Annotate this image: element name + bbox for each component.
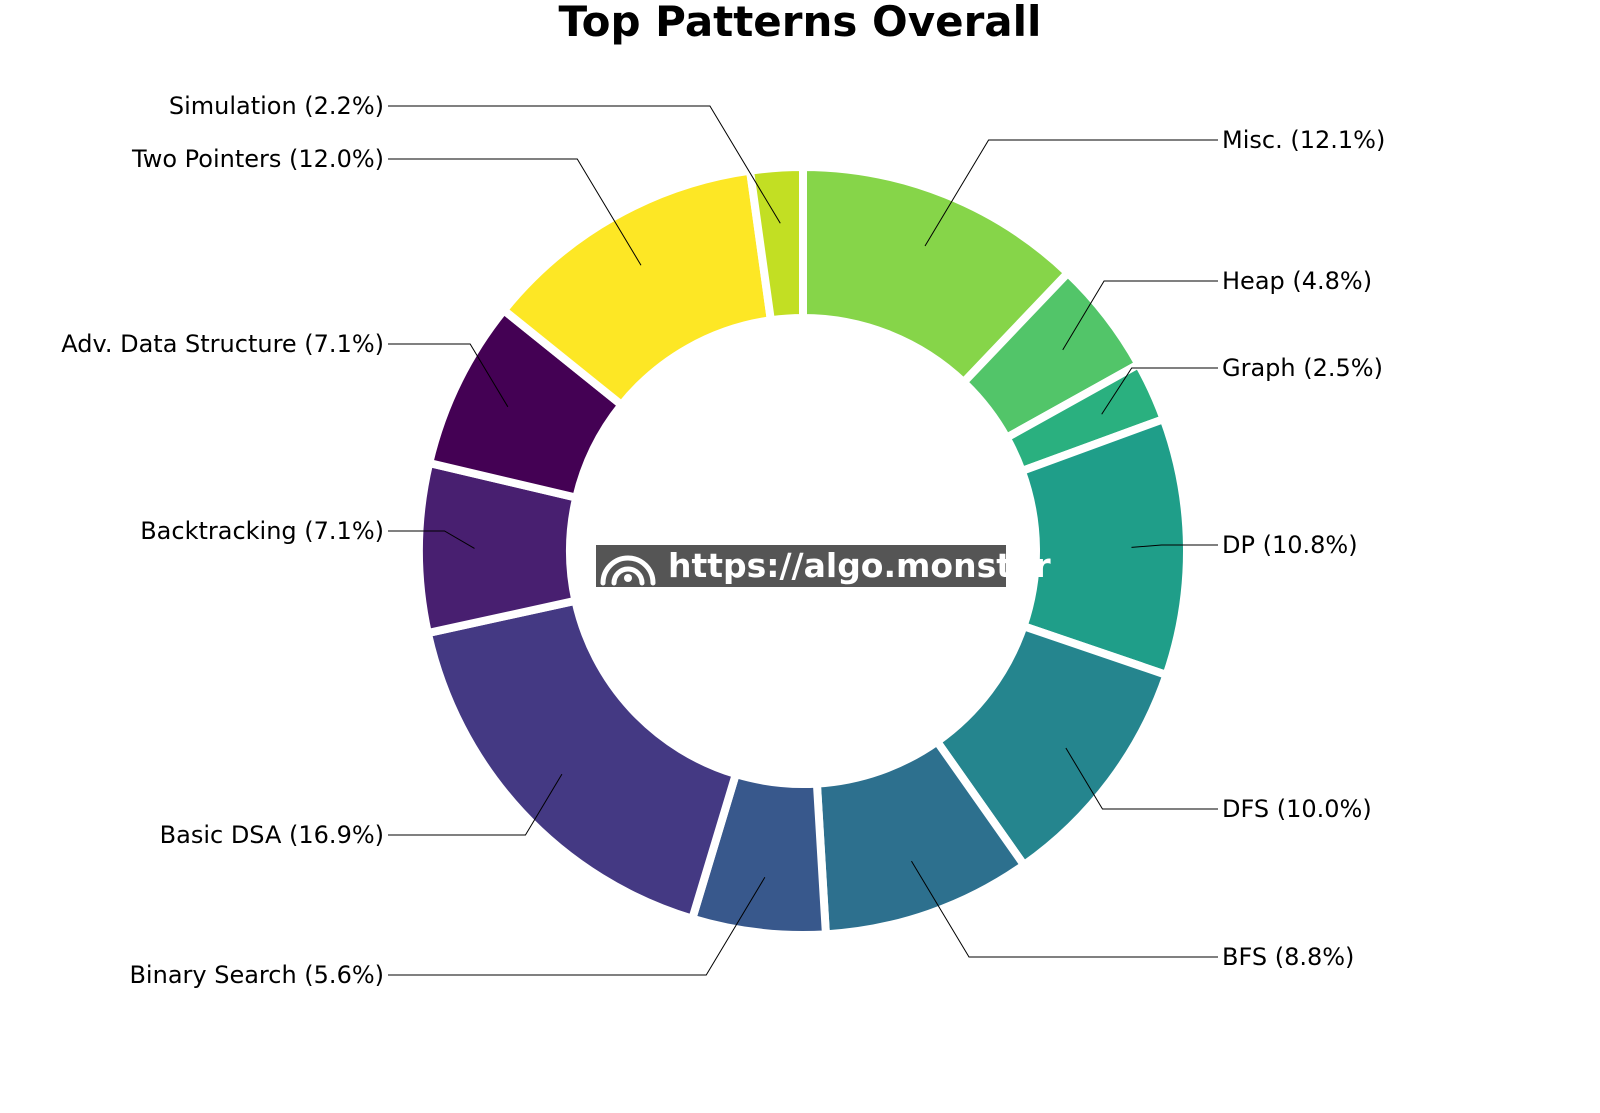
leader-line (388, 343, 509, 408)
watermark-text: https://algo.monster (668, 546, 1051, 585)
leader-line (1062, 280, 1218, 351)
leader-line (1101, 367, 1218, 415)
slice-label: Backtracking (7.1%) (140, 517, 384, 545)
chart-title: Top Patterns Overall (559, 0, 1042, 46)
leader-line (388, 773, 563, 836)
slice-simulation (745, 162, 807, 325)
leader-line (388, 105, 781, 224)
leader-line (1131, 544, 1218, 548)
slice-label: Graph (2.5%) (1222, 354, 1383, 382)
leader-line (924, 139, 1218, 247)
slice-label: DP (10.8%) (1222, 531, 1358, 559)
slice-label: Simulation (2.2%) (169, 92, 384, 120)
slice-label: Basic DSA (16.9%) (160, 821, 384, 849)
leader-line (388, 530, 475, 549)
slice-basic-dsa (423, 596, 741, 924)
slice-labels: Misc. (12.1%) Heap (4.8%) Graph (2.5%) DP (… (61, 92, 1385, 989)
monster-logo-icon (600, 555, 656, 586)
slice-label: BFS (8.8%) (1222, 943, 1354, 971)
watermark: https://algo.monster (596, 545, 1051, 587)
donut-slices (415, 162, 1191, 939)
watermark-background (596, 545, 1006, 587)
leader-line (388, 877, 766, 976)
slice-label: Heap (4.8%) (1222, 267, 1372, 295)
leader-line (1065, 747, 1218, 810)
slice-label: Misc. (12.1%) (1222, 126, 1385, 154)
leader-line (388, 158, 642, 266)
slice-label: Binary Search (5.6%) (129, 961, 384, 989)
leader-line (911, 860, 1218, 958)
slice-label: DFS (10.0%) (1222, 795, 1372, 823)
slice-label: Two Pointers (12.0%) (131, 145, 384, 173)
slice-label: Adv. Data Structure (7.1%) (61, 330, 384, 358)
